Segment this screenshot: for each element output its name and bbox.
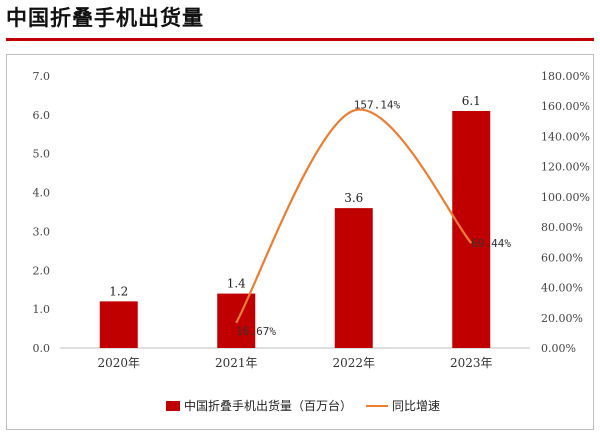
right-axis-tick-label: 160.00% — [541, 100, 590, 113]
left-axis-tick-label: 5.0 — [33, 148, 51, 161]
left-axis-tick-label: 4.0 — [33, 187, 51, 200]
legend: 中国折叠手机出货量（百万台） 同比增速 — [166, 398, 440, 413]
right-axis-tick-label: 40.00% — [541, 282, 583, 295]
legend-swatch-bar — [166, 401, 180, 411]
chart-frame — [6, 54, 594, 430]
title-divider — [6, 38, 594, 41]
right-axis-tick-label: 80.00% — [541, 221, 583, 234]
growth-data-labels: 16.67% 157.14% 69.44% — [236, 99, 511, 338]
bar — [452, 110, 491, 348]
left-axis-tick-label: 3.0 — [33, 225, 51, 238]
right-axis-tick-label: 100.00% — [541, 191, 590, 204]
x-axis-tick-label: 2020年 — [97, 356, 140, 370]
page-title: 中国折叠手机出货量 — [6, 6, 204, 30]
bar — [334, 208, 373, 348]
growth-value-label: 157.14% — [354, 99, 401, 112]
right-axis-tick-label: 140.00% — [541, 130, 590, 143]
x-axis-tick-label: 2021年 — [215, 356, 258, 370]
left-axis-tick-label: 6.0 — [33, 109, 51, 122]
left-axis-tick-label: 0.0 — [33, 342, 51, 355]
left-axis-tick-label: 1.0 — [33, 303, 51, 316]
growth-value-label: 16.67% — [236, 325, 276, 338]
right-axis-tick-label: 20.00% — [541, 312, 583, 325]
growth-rate-line — [235, 108, 473, 324]
x-axis-tick-label: 2022年 — [332, 356, 375, 370]
growth-value-label: 69.44% — [471, 237, 511, 250]
bar-data-labels: 1.2 1.4 3.6 6.1 — [109, 94, 481, 298]
left-axis-tick-label: 7.0 — [33, 70, 51, 83]
right-axis-tick-label: 0.00% — [541, 342, 576, 355]
legend-label-bar: 中国折叠手机出货量（百万台） — [184, 398, 352, 413]
bar — [99, 301, 138, 348]
left-axis-tick-label: 2.0 — [33, 264, 51, 277]
right-axis-tick-label: 180.00% — [541, 70, 590, 83]
bar-value-label: 3.6 — [344, 191, 363, 205]
bar-value-label: 1.4 — [227, 277, 246, 291]
bar-value-label: 1.2 — [109, 284, 128, 298]
right-axis-tick-label: 60.00% — [541, 251, 583, 264]
right-axis-tick-label: 120.00% — [541, 161, 590, 174]
bar-series — [99, 110, 491, 348]
right-axis-ticks: 0.00% 20.00% 40.00% 60.00% 80.00% 100.00% 120.… — [541, 70, 590, 355]
left-axis-ticks: 0.0 1.0 2.0 3.0 4.0 5.0 6.0 7.0 — [33, 70, 51, 355]
x-axis-tick-label: 2023年 — [450, 356, 493, 370]
x-axis-ticks: 2020年 2021年 2022年 2023年 — [97, 356, 492, 370]
bar-value-label: 6.1 — [462, 94, 481, 108]
legend-label-line: 同比增速 — [392, 399, 440, 413]
